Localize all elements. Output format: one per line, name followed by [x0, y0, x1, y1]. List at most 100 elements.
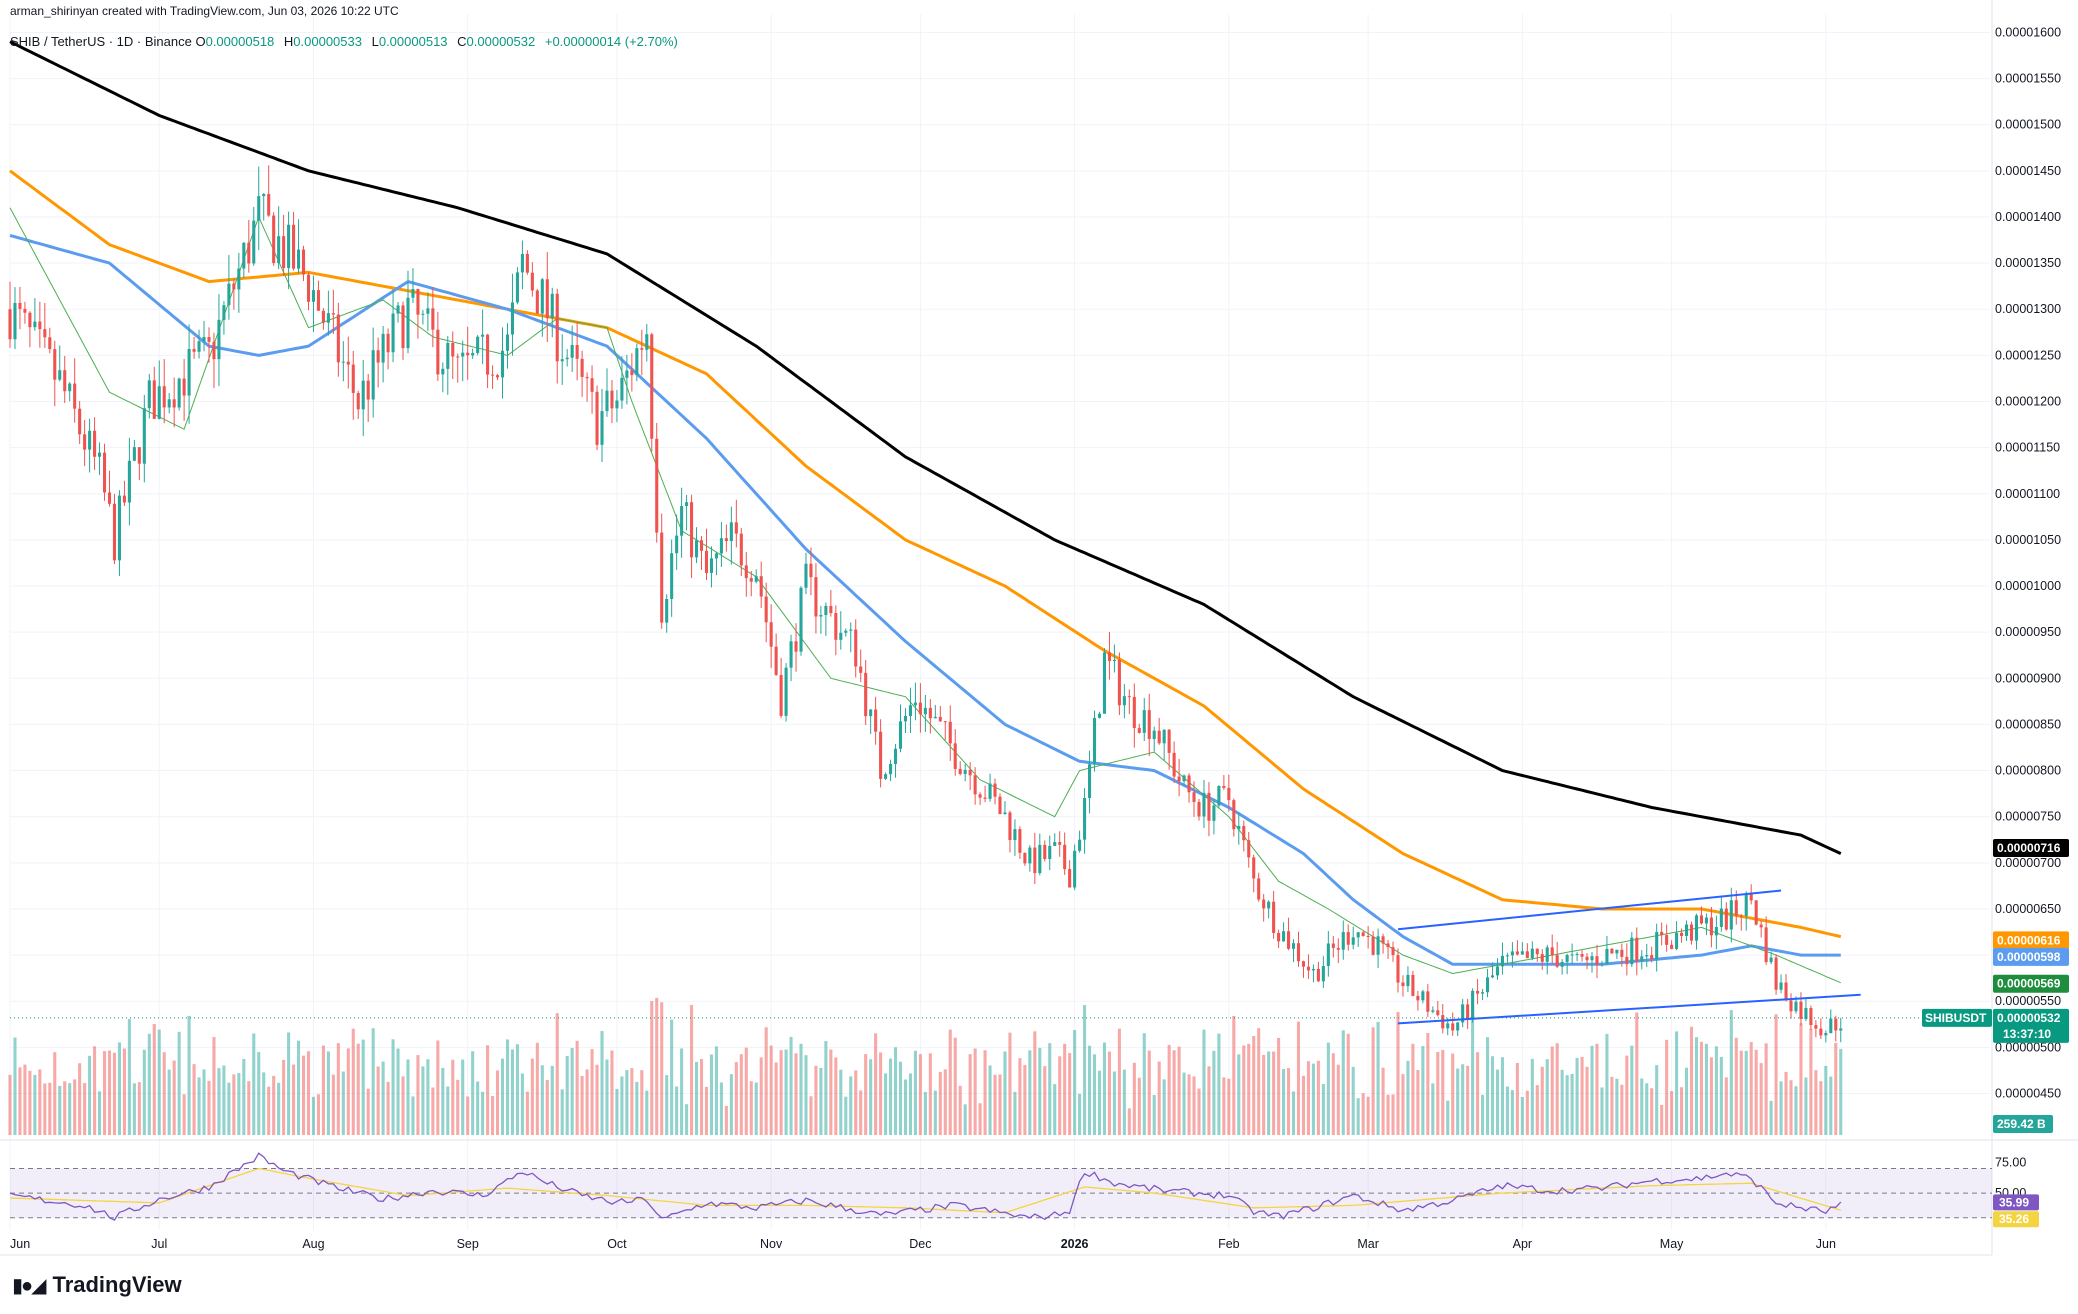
volume-bar [869, 1059, 873, 1135]
volume-bar [1331, 1053, 1335, 1135]
volume-bar [948, 1029, 952, 1135]
time-tick-label: Oct [607, 1237, 627, 1251]
volume-bar [237, 1073, 241, 1135]
candle-body [784, 667, 788, 716]
time-tick-label: May [1660, 1237, 1684, 1251]
volume-bar [1092, 1054, 1097, 1135]
volume-bar [719, 1082, 723, 1135]
tradingview-logo[interactable]: ▮●◢ TradingView [12, 1272, 182, 1298]
candle-body [1699, 915, 1703, 924]
countdown-label: 13:37:10 [2003, 1027, 2051, 1041]
candle-body [1565, 954, 1569, 962]
candle-body [386, 333, 390, 353]
volume-bar [1287, 1068, 1291, 1135]
volume-bar [311, 1096, 316, 1135]
volume-bar [1431, 1083, 1435, 1135]
volume-bar [1814, 1070, 1818, 1135]
volume-bar [1227, 1078, 1231, 1135]
candle-body [396, 305, 400, 314]
volume-bar [670, 1019, 674, 1135]
moving-averages [9, 40, 1842, 984]
volume-bar [157, 1029, 161, 1135]
candle-body [112, 503, 117, 561]
candle-body [1680, 932, 1684, 936]
volume-bar [1625, 1055, 1629, 1135]
volume-bar [660, 1002, 664, 1135]
candle-body [1008, 812, 1012, 841]
symbol-label[interactable]: SHIB / TetherUS · 1D · Binance [10, 34, 192, 49]
candle-body [331, 313, 335, 315]
volume-bar [1401, 1074, 1405, 1135]
time-tick-label: Mar [1357, 1237, 1379, 1251]
candle-body [142, 408, 146, 464]
volume-bar [1301, 1075, 1306, 1135]
volume-bar [1525, 1090, 1529, 1135]
candle-body [1461, 1004, 1465, 1023]
volume-bar [1709, 1057, 1713, 1135]
candle-body [844, 630, 848, 633]
candle-body [1222, 785, 1226, 788]
volume-bar [207, 1080, 211, 1135]
candle-body [1764, 927, 1768, 963]
candle-body [1789, 1000, 1793, 1012]
moving-average-line [9, 233, 1841, 966]
volume-bar [759, 1057, 763, 1135]
trendlines [10, 889, 1992, 1025]
volume-bar [804, 1055, 808, 1135]
candle-body [1157, 730, 1161, 744]
volume-bar [1291, 1091, 1296, 1135]
volume-bar [48, 1082, 52, 1135]
change-value: +0.00000014 (+2.70%) [544, 34, 678, 49]
price-tick-label: 0.00000450 [1995, 1086, 2061, 1100]
candle-body [1381, 936, 1385, 944]
volume-bar [565, 1055, 569, 1135]
candle-body [933, 716, 937, 719]
volume-bar [1237, 1054, 1241, 1135]
candle-body [729, 522, 733, 542]
candle-body [1774, 957, 1778, 990]
volume-bar [1704, 1043, 1708, 1135]
volume-bar [938, 1071, 942, 1135]
volume-bar [1122, 1069, 1126, 1135]
candle-body [1441, 1015, 1445, 1029]
volume-bar [1018, 1058, 1022, 1135]
volume-bar [1421, 1046, 1425, 1135]
time-axis[interactable]: Jun Jul Aug Sep Oct Nov Dec 2026 Feb Mar Apr May Jun [10, 1237, 1836, 1251]
candle-body [839, 632, 843, 640]
volume-bar [640, 1070, 644, 1135]
volume-bar [699, 1058, 704, 1135]
candle-body [1605, 948, 1609, 964]
creator-caption: arman_shirinyan created with TradingView… [10, 4, 399, 18]
candle-body [232, 283, 236, 290]
volume-bar [1655, 1065, 1659, 1135]
price-axis[interactable]: 0.000004500.000005000.000005500.00000600… [1995, 25, 2061, 1200]
candle-body [43, 329, 47, 338]
volume-bar [779, 1050, 783, 1135]
candle-body [1102, 652, 1107, 714]
candle-body [670, 553, 674, 599]
ma-price-tag-label: 0.00000716 [1997, 841, 2061, 855]
volume-bar [1252, 1036, 1256, 1135]
candle-body [1336, 947, 1340, 950]
volume-bar [167, 1069, 171, 1135]
candle-body [1202, 792, 1206, 817]
candle-body [709, 558, 713, 574]
candle-body [401, 305, 405, 349]
price-tick-label: 0.00001200 [1995, 395, 2061, 409]
volume-bar [1485, 1037, 1490, 1135]
volume-bar [1724, 1077, 1728, 1135]
candle-body [132, 447, 136, 461]
grid [0, 0, 2078, 1256]
candle-body [1366, 935, 1370, 937]
candle-body [1301, 961, 1306, 967]
volume-bar [197, 1077, 201, 1135]
volume-bar [107, 1050, 112, 1135]
candle-body [117, 495, 121, 561]
high-value: 0.00000533 [293, 34, 362, 49]
price-tick-label: 0.00001150 [1995, 441, 2060, 455]
volume-bar [1197, 1088, 1201, 1135]
rsi-value-tag-label: 35.26 [1999, 1212, 2029, 1226]
candle-body [615, 400, 619, 409]
volume-bar [1411, 1043, 1415, 1135]
